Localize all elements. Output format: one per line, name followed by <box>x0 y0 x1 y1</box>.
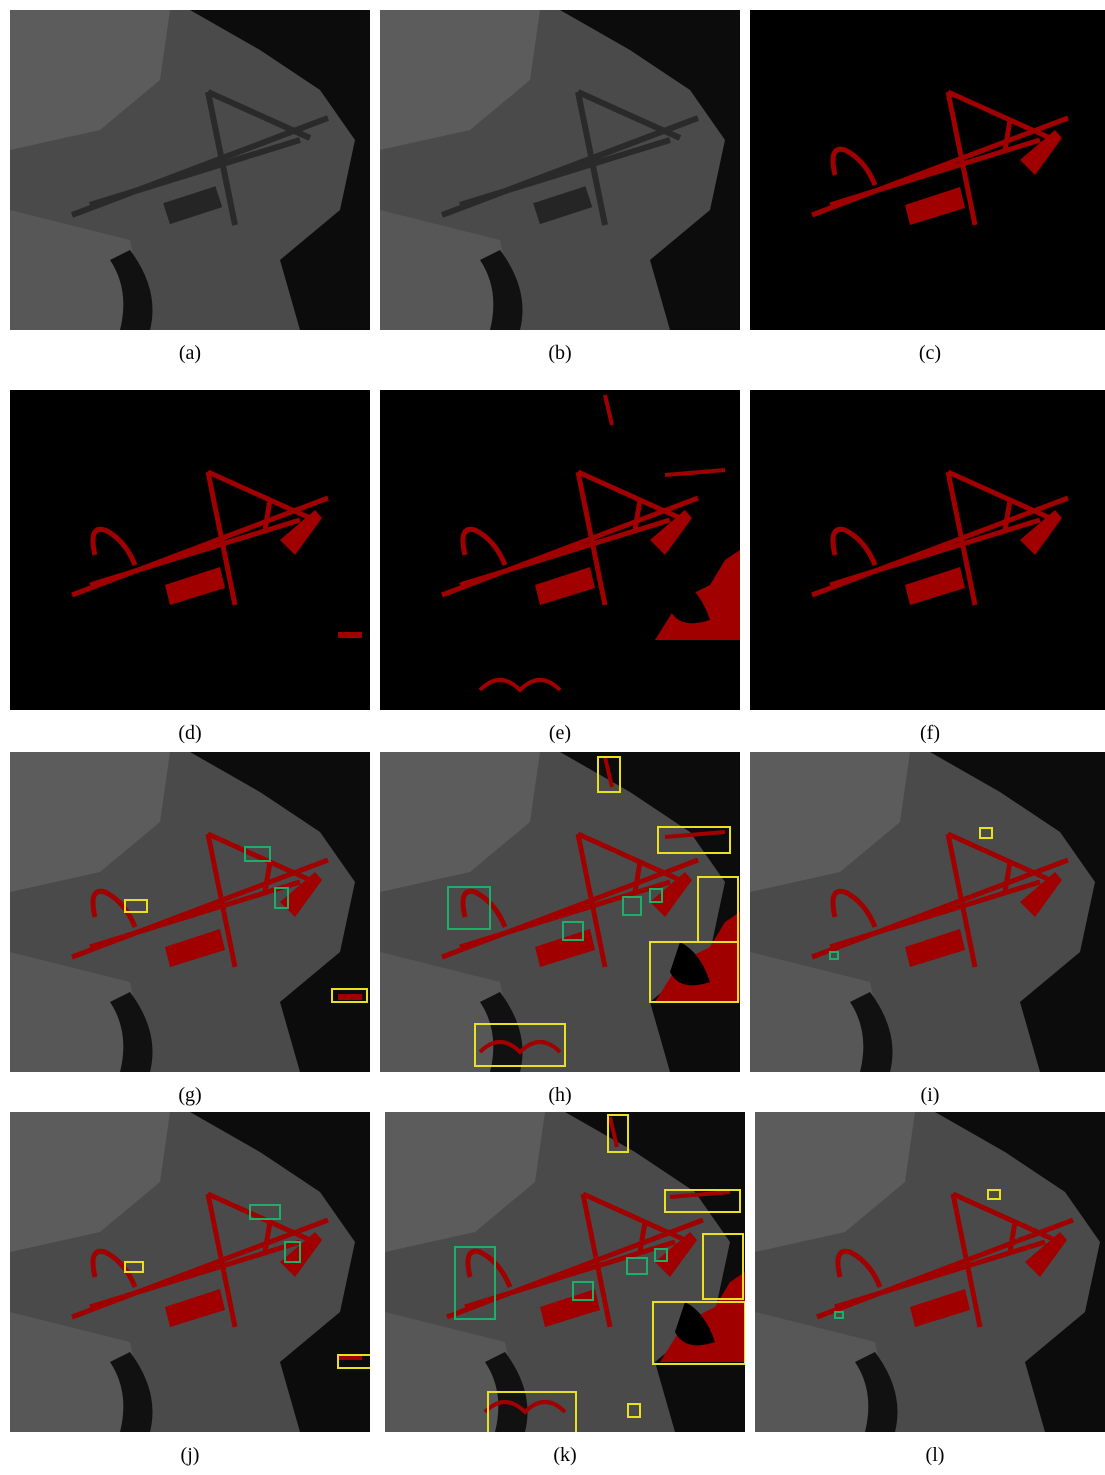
false-detection <box>338 632 362 638</box>
image-panel <box>750 390 1105 710</box>
panel-label: (b) <box>380 342 740 365</box>
image-panel <box>380 10 740 330</box>
panel-label: (k) <box>385 1444 745 1467</box>
panel-label: (g) <box>10 1084 370 1107</box>
false-detection <box>338 994 362 1000</box>
panel-label: (e) <box>380 722 740 745</box>
panel-label: (i) <box>750 1084 1105 1107</box>
panel-label: (f) <box>750 722 1105 745</box>
panel-label: (a) <box>10 342 370 365</box>
panel-label: (j) <box>10 1444 370 1467</box>
panel-label: (h) <box>380 1084 740 1107</box>
figure: (a) (b) (c) (d) (e) (f) (g) (h) (i) (j) (k) (l) <box>0 0 1105 1475</box>
image-panel <box>10 10 370 330</box>
image-panel <box>10 390 370 710</box>
panel-label: (d) <box>10 722 370 745</box>
image-panel <box>380 390 740 710</box>
image-panel <box>750 752 1105 1072</box>
image-panel <box>380 752 740 1072</box>
image-panel <box>750 10 1105 330</box>
image-panel <box>10 1112 370 1432</box>
panel-label: (c) <box>750 342 1105 365</box>
image-panel <box>10 752 370 1072</box>
image-panel <box>385 1112 745 1432</box>
image-panel <box>755 1112 1105 1432</box>
panel-label: (l) <box>755 1444 1105 1467</box>
